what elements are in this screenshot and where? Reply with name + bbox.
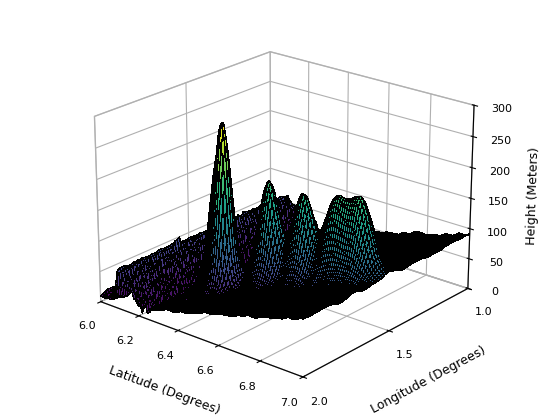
X-axis label: Latitude (Degrees): Latitude (Degrees) [107, 363, 222, 417]
Y-axis label: Longitude (Degrees): Longitude (Degrees) [369, 344, 488, 416]
